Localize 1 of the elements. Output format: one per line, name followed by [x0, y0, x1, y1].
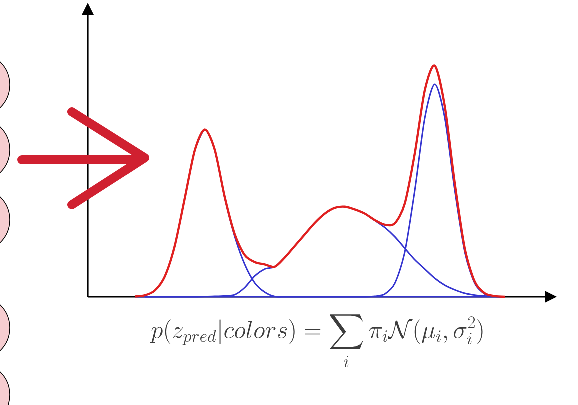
- text: $p(z_{pred}|colors) = \sum_{i} \pi_i\mathcal{N}(\mu_i,\sigma_i^2)$: [150, 314, 483, 368]
